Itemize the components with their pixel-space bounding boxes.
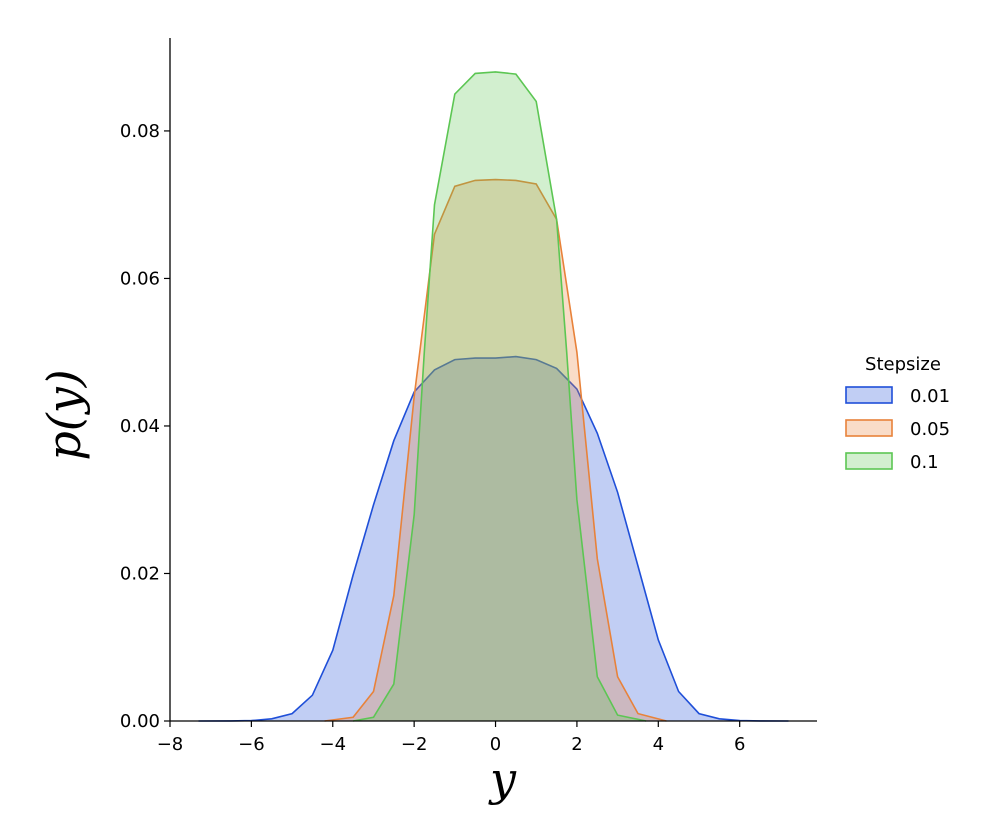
x-tick-label: 4: [653, 734, 664, 755]
legend-label: 0.05: [910, 419, 950, 440]
y-tick-label: 0.08: [120, 121, 160, 142]
legend-swatch[interactable]: [845, 419, 893, 437]
legend-title: Stepsize: [865, 354, 941, 375]
x-tick-label: −4: [319, 734, 346, 755]
density-line: [198, 355, 789, 722]
x-axis-label: y: [488, 752, 517, 806]
x-tick-label: −2: [401, 734, 428, 755]
area-fill: [198, 356, 789, 721]
legend-label: 0.01: [910, 386, 950, 407]
x-tick-label: 0: [490, 734, 501, 755]
area-fill: [324, 179, 667, 722]
x-tick-label: −8: [157, 734, 184, 755]
density-line: [352, 71, 647, 722]
y-tick-label: 0.02: [120, 563, 160, 584]
y-axis-label: p(y): [37, 369, 91, 460]
y-tick-label: 0.00: [120, 711, 160, 732]
y-tick-label: 0.04: [120, 416, 160, 437]
x-tick-label: 2: [571, 734, 582, 755]
legend-label: 0.1: [910, 452, 939, 473]
area-fill: [353, 71, 647, 721]
legend-swatch[interactable]: [845, 386, 893, 404]
density-line: [324, 178, 667, 722]
x-tick-label: 6: [734, 734, 745, 755]
x-tick-label: −6: [238, 734, 265, 755]
legend-swatch[interactable]: [845, 452, 893, 470]
y-tick-label: 0.06: [120, 268, 160, 289]
